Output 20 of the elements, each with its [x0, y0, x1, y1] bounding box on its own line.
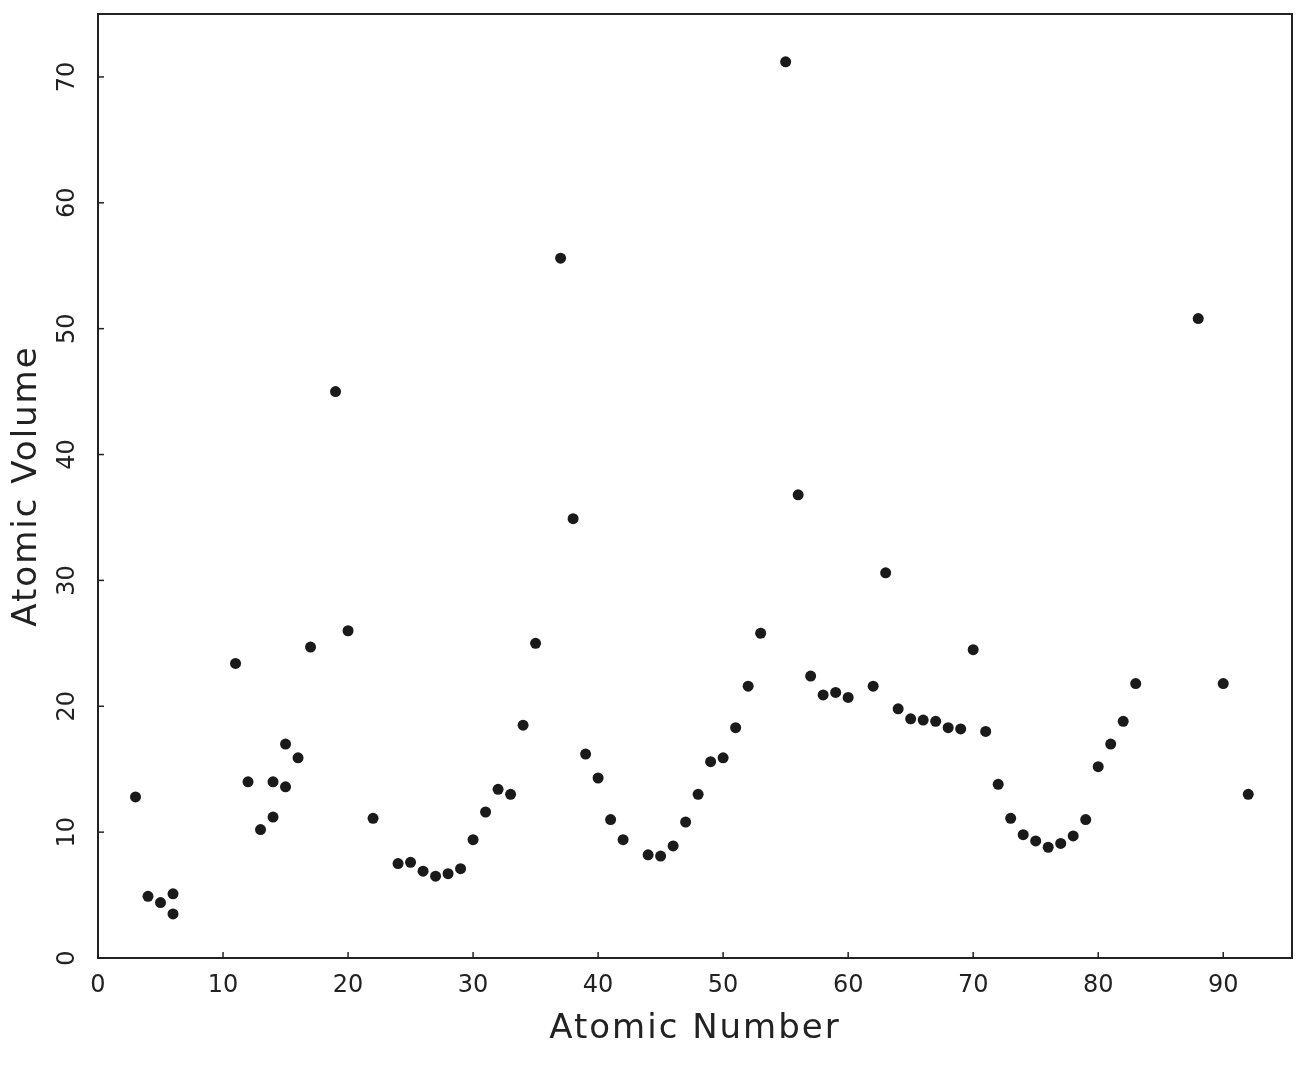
x-tick-label: 90	[1207, 970, 1239, 998]
y-tick-label: 50	[52, 313, 80, 344]
x-tick-label: 10	[207, 970, 239, 998]
x-axis-title: Atomic Number	[549, 1006, 841, 1046]
y-axis-title: Atomic Volume	[4, 345, 44, 627]
x-tick-label: 0	[90, 970, 106, 998]
x-tick-label: 60	[832, 970, 864, 998]
x-tick-label: 70	[957, 970, 989, 998]
y-tick-label: 20	[52, 690, 80, 722]
y-tick-label: 70	[52, 61, 80, 93]
y-tick-label: 30	[52, 565, 80, 596]
y-tick-label: 60	[52, 187, 80, 219]
x-tick-label: 80	[1082, 970, 1114, 998]
x-tick-label: 50	[707, 970, 739, 998]
x-tick-label: 30	[457, 970, 489, 998]
x-tick-label: 40	[582, 970, 614, 998]
y-tick-label: 10	[52, 816, 80, 848]
x-tick-label: 20	[332, 970, 364, 998]
y-tick-label: 40	[52, 439, 80, 470]
y-tick-label: 0	[52, 950, 80, 966]
